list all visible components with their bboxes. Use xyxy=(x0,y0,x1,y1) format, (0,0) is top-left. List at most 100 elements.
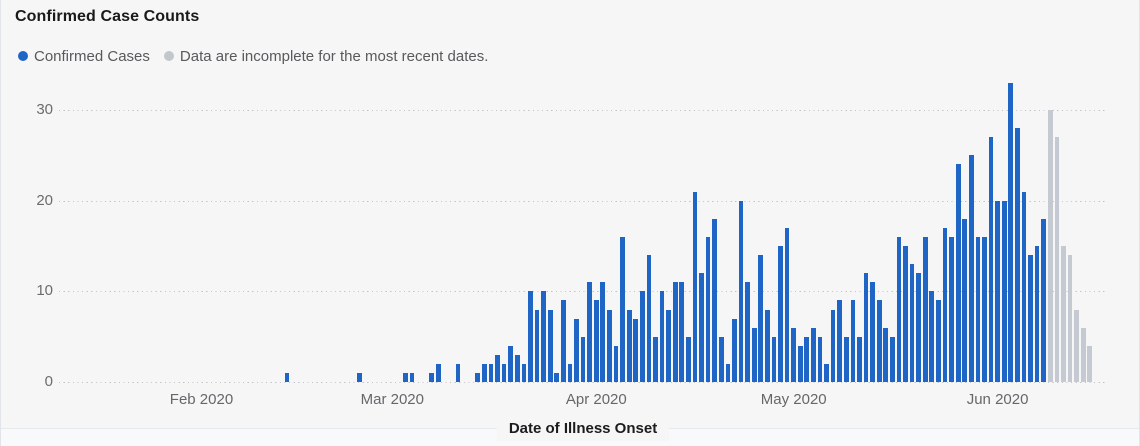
bar-confirmed[interactable] xyxy=(922,236,928,382)
bar-confirmed[interactable] xyxy=(758,255,764,382)
bar-confirmed[interactable] xyxy=(482,363,487,382)
bar-confirmed[interactable] xyxy=(495,354,500,382)
bar-confirmed[interactable] xyxy=(817,336,823,382)
bar-confirmed[interactable] xyxy=(639,291,645,382)
bar-confirmed[interactable] xyxy=(508,345,514,382)
bar-confirmed[interactable] xyxy=(751,327,757,382)
bar-confirmed[interactable] xyxy=(692,191,698,382)
bar-confirmed[interactable] xyxy=(514,354,520,382)
bar-incomplete[interactable] xyxy=(1061,246,1066,382)
legend-item-incomplete-note[interactable]: Data are incomplete for the most recent … xyxy=(163,48,488,65)
bar-confirmed[interactable] xyxy=(679,282,685,382)
bar-confirmed[interactable] xyxy=(501,363,507,382)
bar-confirmed[interactable] xyxy=(580,336,586,382)
bar-confirmed[interactable] xyxy=(626,309,632,382)
bar-confirmed[interactable] xyxy=(429,372,435,382)
bar-confirmed[interactable] xyxy=(633,318,639,382)
bar-confirmed[interactable] xyxy=(659,291,665,382)
bar-confirmed[interactable] xyxy=(975,236,981,382)
bar-confirmed[interactable] xyxy=(870,282,875,382)
bar-confirmed[interactable] xyxy=(284,372,290,382)
bar-confirmed[interactable] xyxy=(968,155,974,382)
bar-incomplete[interactable] xyxy=(1080,327,1086,382)
bar-confirmed[interactable] xyxy=(995,200,1000,382)
bar-confirmed[interactable] xyxy=(909,264,915,382)
bar-confirmed[interactable] xyxy=(784,227,790,382)
bar-confirmed[interactable] xyxy=(554,372,560,382)
bar-confirmed[interactable] xyxy=(607,309,612,382)
legend-item-confirmed-cases[interactable]: Confirmed Cases xyxy=(18,48,150,65)
bar-incomplete[interactable] xyxy=(1054,137,1060,382)
bar-confirmed[interactable] xyxy=(1034,246,1040,382)
bar-confirmed[interactable] xyxy=(949,236,954,382)
bar-incomplete[interactable] xyxy=(1074,309,1079,382)
bar-confirmed[interactable] xyxy=(561,300,566,382)
bar-confirmed[interactable] xyxy=(745,282,750,382)
bar-confirmed[interactable] xyxy=(672,282,678,382)
bar-confirmed[interactable] xyxy=(982,236,987,382)
bar-confirmed[interactable] xyxy=(455,363,461,382)
bar-confirmed[interactable] xyxy=(1001,200,1007,382)
bar-confirmed[interactable] xyxy=(778,246,783,382)
bar-confirmed[interactable] xyxy=(916,273,922,382)
bar-confirmed[interactable] xyxy=(850,300,856,382)
bar-confirmed[interactable] xyxy=(942,227,948,382)
bar-confirmed[interactable] xyxy=(357,372,362,382)
bar-confirmed[interactable] xyxy=(712,218,718,382)
bar-confirmed[interactable] xyxy=(1015,128,1020,382)
bar-confirmed[interactable] xyxy=(705,236,711,382)
bar-confirmed[interactable] xyxy=(613,345,619,382)
bar-confirmed[interactable] xyxy=(837,300,843,382)
bar-confirmed[interactable] xyxy=(653,336,658,382)
bar-confirmed[interactable] xyxy=(686,336,691,382)
bar-confirmed[interactable] xyxy=(699,273,704,382)
bar-confirmed[interactable] xyxy=(962,218,968,382)
bar-confirmed[interactable] xyxy=(738,200,744,382)
bar-confirmed[interactable] xyxy=(883,327,889,382)
bar-confirmed[interactable] xyxy=(521,363,527,382)
bar-confirmed[interactable] xyxy=(830,309,836,382)
bar-confirmed[interactable] xyxy=(528,291,533,382)
bar-confirmed[interactable] xyxy=(547,309,553,382)
bar-confirmed[interactable] xyxy=(403,372,408,382)
bar-confirmed[interactable] xyxy=(1008,82,1014,382)
bar-confirmed[interactable] xyxy=(890,336,895,382)
bar-confirmed[interactable] xyxy=(955,164,961,382)
bar-confirmed[interactable] xyxy=(824,363,829,382)
bar-confirmed[interactable] xyxy=(1028,255,1033,382)
bar-incomplete[interactable] xyxy=(1047,110,1053,382)
bar-confirmed[interactable] xyxy=(811,327,816,382)
bar-confirmed[interactable] xyxy=(409,372,415,382)
bar-confirmed[interactable] xyxy=(791,327,797,382)
bar-confirmed[interactable] xyxy=(574,318,579,382)
bar-confirmed[interactable] xyxy=(475,372,481,382)
bar-confirmed[interactable] xyxy=(903,246,908,382)
bar-confirmed[interactable] xyxy=(567,363,573,382)
bar-confirmed[interactable] xyxy=(600,282,606,382)
bar-confirmed[interactable] xyxy=(988,137,994,382)
bar-confirmed[interactable] xyxy=(732,318,737,382)
bar-confirmed[interactable] xyxy=(725,363,731,382)
bar-incomplete[interactable] xyxy=(1087,345,1093,382)
bar-confirmed[interactable] xyxy=(863,273,869,382)
bar-confirmed[interactable] xyxy=(1041,218,1047,382)
bar-confirmed[interactable] xyxy=(593,300,599,382)
bar-confirmed[interactable] xyxy=(797,345,803,382)
bar-confirmed[interactable] xyxy=(488,363,494,382)
bar-confirmed[interactable] xyxy=(587,282,593,382)
bar-confirmed[interactable] xyxy=(876,300,882,382)
bar-confirmed[interactable] xyxy=(620,236,625,382)
bar-confirmed[interactable] xyxy=(929,291,935,382)
bar-confirmed[interactable] xyxy=(857,336,862,382)
bar-confirmed[interactable] xyxy=(764,309,770,382)
bar-incomplete[interactable] xyxy=(1067,255,1073,382)
bar-confirmed[interactable] xyxy=(843,336,849,382)
bar-confirmed[interactable] xyxy=(646,255,652,382)
bar-confirmed[interactable] xyxy=(435,363,441,382)
bar-confirmed[interactable] xyxy=(718,336,724,382)
bar-confirmed[interactable] xyxy=(1021,191,1027,382)
bar-confirmed[interactable] xyxy=(541,291,546,382)
bar-confirmed[interactable] xyxy=(896,236,902,382)
bar-confirmed[interactable] xyxy=(534,309,540,382)
bar-confirmed[interactable] xyxy=(936,300,941,382)
